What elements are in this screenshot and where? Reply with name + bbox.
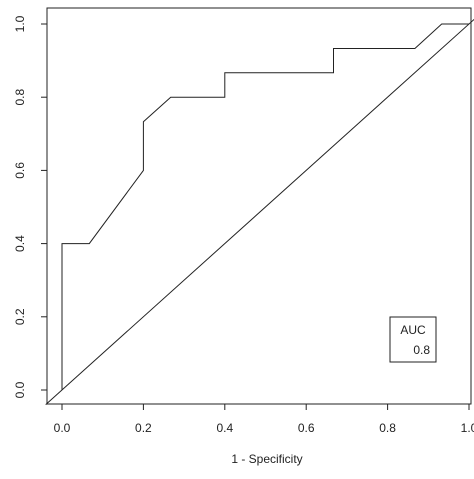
x-tick-label-1: 0.2: [135, 421, 152, 435]
x-tick-label-5: 1.0: [461, 421, 474, 435]
auc-legend-box: [389, 316, 437, 363]
y-tick-label-5: 1.0: [13, 15, 27, 32]
auc-legend-value: 0.8: [413, 343, 430, 357]
auc-legend-title: AUC: [400, 323, 426, 337]
x-axis: 0.0 0.2 0.4 0.6 0.8 1.0: [54, 404, 474, 435]
y-axis: 0.0 0.2 0.4 0.6 0.8 1.0: [13, 15, 47, 398]
y-tick-label-3: 0.6: [13, 162, 27, 179]
roc-curve-line: [61, 23, 469, 390]
diagonal-reference-line: [45, 18, 474, 405]
x-tick-label-0: 0.0: [54, 421, 71, 435]
y-tick-label-4: 0.8: [13, 89, 27, 106]
y-tick-label-0: 0.0: [13, 381, 27, 398]
x-axis-label: 1 - Specificity: [231, 452, 302, 466]
plot-frame: [46, 7, 472, 405]
y-tick-label-2: 0.4: [13, 235, 27, 252]
x-tick-label-3: 0.6: [298, 421, 315, 435]
series-layer: [45, 18, 474, 405]
x-tick-label-4: 0.8: [379, 421, 396, 435]
y-tick-label-1: 0.2: [13, 308, 27, 325]
auc-legend: AUC 0.8: [389, 316, 437, 363]
x-tick-label-2: 0.4: [216, 421, 233, 435]
